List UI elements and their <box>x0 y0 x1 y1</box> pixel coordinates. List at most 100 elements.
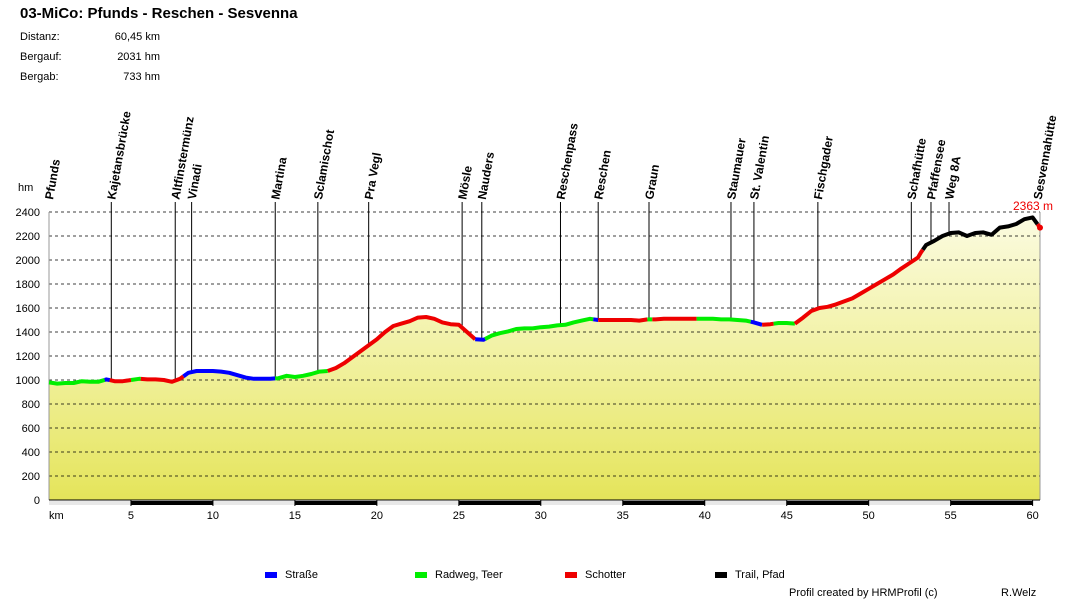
stat-distance: Distanz: 60,45 km <box>20 31 160 51</box>
x-tick-label: 10 <box>207 510 219 522</box>
y-tick-label: 1200 <box>16 351 40 363</box>
y-tick-label: 800 <box>22 399 40 411</box>
y-tick-label: 1600 <box>16 303 40 315</box>
legend-item-strasse: Straße <box>265 569 318 581</box>
waypoint-label: Graun <box>642 163 662 200</box>
end-point-marker <box>1037 224 1043 231</box>
stat-value: 60,45 km <box>114 31 160 43</box>
profile-segment <box>182 369 276 381</box>
stat-ascent: Bergauf: 2031 hm <box>20 51 160 71</box>
profile-segment <box>484 316 594 341</box>
y-tick-label: 2400 <box>16 207 40 219</box>
profile-segment <box>773 321 796 326</box>
x-tick-label: 35 <box>617 510 629 522</box>
profile-segment <box>652 316 697 322</box>
distance-scale-band <box>49 501 131 505</box>
profile-segment <box>140 374 185 384</box>
profile-segment <box>598 317 648 323</box>
waypoint-label: Mösle <box>455 164 475 200</box>
waypoint-label: Reschenpass <box>554 122 581 201</box>
profile-segment <box>593 317 599 322</box>
profile-segment <box>696 316 752 324</box>
distance-scale-band <box>704 501 787 505</box>
x-tick-label: 15 <box>289 510 301 522</box>
distance-scale-band <box>950 501 1033 505</box>
profile-segment <box>475 337 486 342</box>
x-tick-label: 50 <box>863 510 875 522</box>
y-tick-label: 2200 <box>16 231 40 243</box>
waypoint-label: Pfunds <box>42 158 63 201</box>
route-stats: Distanz: 60,45 km Bergauf: 2031 hm Berga… <box>20 31 160 91</box>
waypoint-label: Sclamischot <box>311 128 337 200</box>
distance-scale-band <box>786 501 869 505</box>
credit-text: Profil created by HRMProfil (c) <box>789 587 938 599</box>
waypoint-label: Nauders <box>475 150 497 200</box>
y-tick-label: 1400 <box>16 327 40 339</box>
waypoint-label: Weg 8A <box>942 155 963 201</box>
waypoint-label: Pra Vegl <box>362 151 384 200</box>
waypoint-label: Sesvennahütte <box>1031 114 1060 201</box>
legend-label: Trail, Pfad <box>735 569 785 581</box>
y-tick-label: 2000 <box>16 255 40 267</box>
author-text: R.Welz <box>1001 587 1037 599</box>
x-tick-label: 20 <box>371 510 383 522</box>
waypoint-label: Martina <box>268 156 289 201</box>
profile-area <box>49 217 1040 500</box>
profile-segment <box>104 377 111 383</box>
waypoint-label: Fischgader <box>811 135 836 201</box>
y-tick-label: 0 <box>34 495 40 507</box>
profile-segment <box>793 248 925 326</box>
legend-swatch <box>415 572 427 578</box>
profile-segment <box>48 377 106 386</box>
distance-scale-band <box>540 501 623 505</box>
end-elevation-label: 2363 m <box>1013 199 1053 213</box>
profile-segment <box>275 369 328 381</box>
waypoint-label: Reschen <box>591 149 613 201</box>
legend-item-radweg: Radweg, Teer <box>415 569 503 581</box>
x-tick-label: 45 <box>781 510 793 522</box>
profile-segment <box>750 319 763 327</box>
y-tick-label: 400 <box>22 447 40 459</box>
legend-label: Schotter <box>585 569 626 581</box>
legend-swatch <box>265 572 277 578</box>
y-tick-label: 200 <box>22 471 40 483</box>
stat-value: 733 hm <box>123 71 160 83</box>
stat-descent: Bergab: 733 hm <box>20 71 160 91</box>
x-tick-label: 60 <box>1026 510 1038 522</box>
legend-swatch <box>715 572 727 578</box>
x-axis-label: km <box>49 510 64 522</box>
waypoint-label: Staumauer <box>724 137 749 201</box>
x-tick-label: 55 <box>945 510 957 522</box>
stat-label: Bergab: <box>20 71 59 83</box>
legend-item-trail: Trail, Pfad <box>715 569 785 581</box>
distance-scale-band <box>458 501 541 505</box>
profile-segment <box>130 376 142 382</box>
y-axis-label: hm <box>18 182 33 194</box>
stat-label: Distanz: <box>20 31 60 43</box>
distance-scale-band <box>294 501 377 505</box>
x-tick-label: 40 <box>699 510 711 522</box>
waypoint-label: Kajetansbrücke <box>104 110 133 201</box>
distance-scale-band <box>622 501 705 505</box>
profile-segment <box>109 378 132 384</box>
y-tick-label: 1000 <box>16 375 40 387</box>
legend-swatch <box>565 572 577 578</box>
distance-scale-band <box>212 501 295 505</box>
x-tick-label: 5 <box>128 510 134 522</box>
legend-label: Straße <box>285 569 319 581</box>
x-tick-label: 30 <box>535 510 547 522</box>
stat-value: 2031 hm <box>117 51 160 63</box>
chart-title: 03-MiCo: Pfunds - Reschen - Sesvenna <box>20 5 298 22</box>
waypoint-label: Vinadi <box>185 163 205 201</box>
stat-label: Bergauf: <box>20 51 62 63</box>
x-tick-label: 25 <box>453 510 465 522</box>
profile-segment <box>921 215 1040 251</box>
distance-scale-band <box>868 501 951 505</box>
waypoint-label: St. Valentin <box>747 134 772 200</box>
profile-segment <box>327 315 477 373</box>
y-tick-label: 1800 <box>16 279 40 291</box>
distance-scale-band <box>376 501 459 505</box>
y-tick-label: 600 <box>22 423 40 435</box>
legend-item-schotter: Schotter <box>565 569 626 581</box>
